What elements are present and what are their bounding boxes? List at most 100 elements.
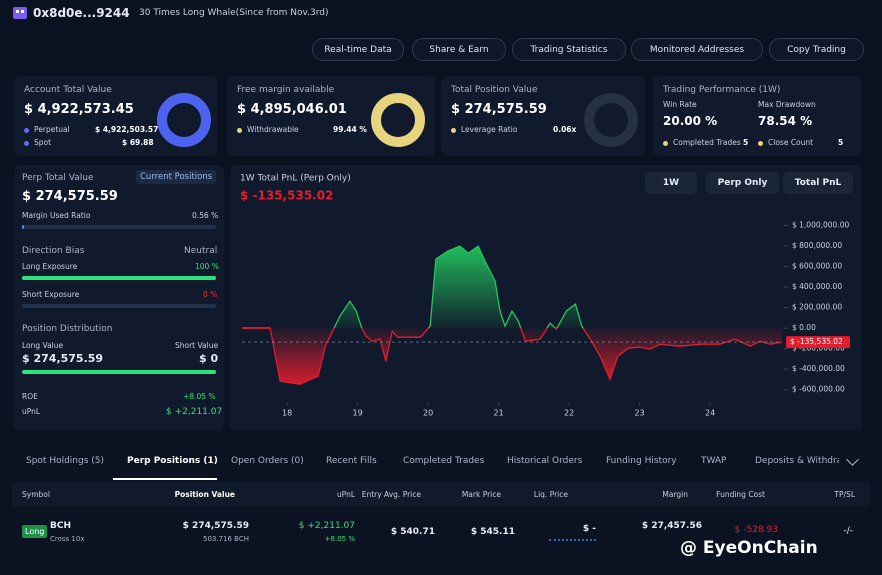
panel-title: Perp Total Value [22,173,94,183]
legend-dot [451,127,456,133]
column-header[interactable]: TP/SL [834,490,855,499]
card-title: Free margin available [237,85,335,95]
tab[interactable]: Perp Positions (1) [127,456,218,466]
pnl-chart: 1W Total PnL (Perp Only) $ -135,535.02 $… [240,174,850,418]
x-tick-label: 22 [564,409,574,418]
nav-button[interactable]: Share & Earn [412,38,506,61]
tab[interactable]: Recent Fills [326,456,377,466]
tab[interactable]: Funding History [606,456,677,466]
label: Direction Bias [22,246,85,256]
value: +8.05 % [183,392,216,401]
side-badge: Long [22,525,48,538]
stat-label: Completed Trades [673,138,741,147]
whale-tag: 30 Times Long Whale(Since from Nov.3rd) [139,8,329,18]
legend-dot [24,140,29,146]
card-title: Trading Performance (1W) [663,85,781,95]
progress-bar [22,370,216,374]
y-tick-label: $ 400,000.00 [792,282,842,291]
label: Short Value [175,341,219,350]
donut [371,93,425,147]
chart-control[interactable]: 1W [645,172,697,194]
nav-button[interactable]: Monitored Addresses [631,38,763,61]
stat-label: Max Drawdown [758,100,816,109]
stat-value: 5 [838,138,844,147]
label: Margin Used Ratio [22,211,91,220]
row-value: 99.44 % [333,125,367,134]
y-tick-label: $ 0.00 [792,323,816,332]
tab[interactable]: TWAP [701,456,727,466]
y-tick-label: $ -200,000.00 [792,344,845,353]
column-header[interactable]: Funding Cost [716,490,765,499]
column-header[interactable]: uPnL [336,490,355,499]
row-label: Perpetual [34,125,70,134]
label: Long Value [22,341,64,350]
row-label: Spot [34,138,52,147]
row-value: 0.06x [553,125,577,134]
tab[interactable]: Historical Orders [507,456,583,466]
chart-title: 1W Total PnL (Perp Only) [240,174,351,184]
perp-panel [14,165,224,431]
row-label: Leverage Ratio [461,125,518,134]
value: 100 % [195,262,219,271]
symbol[interactable]: BCH [50,521,71,531]
label: uPnL [22,407,41,416]
card-value: $ 4,895,046.01 [237,102,347,117]
tab[interactable]: Open Orders (0) [231,456,304,466]
tab[interactable]: Completed Trades [403,456,485,466]
column-header[interactable]: Margin [662,490,688,499]
progress-fill [22,276,216,280]
current-value-marker [786,336,850,349]
cell-tpsl: -/- [843,526,853,536]
cell-upnl: $ +2,211.07 [298,521,355,531]
column-header[interactable]: Mark Price [461,490,501,499]
progress-fill [22,225,24,229]
card-title: Account Total Value [24,85,112,95]
chart-control[interactable]: Total PnL [783,172,853,194]
nav-button[interactable]: Real-time Data [312,38,404,61]
pnl-line [242,245,783,385]
row-label: Withdrawable [247,125,299,134]
donut [584,93,638,147]
column-header[interactable]: Liq. Price [533,490,568,499]
legend-dot [663,140,668,146]
value: Neutral [184,246,218,256]
current-positions-button[interactable]: Current Positions [136,170,217,184]
cell-entry: $ 540.71 [390,527,435,537]
legend-dot [758,140,763,146]
progress-bar [22,304,216,308]
chart-control[interactable]: Perp Only [706,172,779,194]
tab[interactable]: Deposits & Withdraw [755,456,839,466]
x-tick-label: 18 [282,409,292,418]
nav-button[interactable]: Copy Trading [769,38,864,61]
y-tick-label: $ -600,000.00 [792,385,845,394]
card [653,76,862,156]
address[interactable]: 0x8d0e...9244 [33,6,130,20]
current-value-label: $ -135,535.02 [790,337,843,346]
label: Long Exposure [22,262,78,271]
label: ROE [22,392,38,401]
stat-label: Win Rate [663,100,697,109]
cell-liq: $ - [582,524,596,534]
table-header [12,482,870,506]
x-tick-label: 19 [353,409,363,418]
row-value: $ 4,922,503.57 [95,125,159,134]
value: $ 0 [199,352,219,365]
tab-underline [113,478,217,480]
card-value: $ 4,922,573.45 [24,102,134,117]
positions-section [0,440,882,575]
column-header[interactable]: Position Value [174,490,235,499]
cell-upnl-pct: +8.05 % [324,535,355,543]
nav-button[interactable]: Trading Statistics [512,38,626,61]
y-tick-label: $ 600,000.00 [792,262,842,271]
watermark: @ EyeOnChain [680,538,818,558]
y-tick-label: $ -400,000.00 [792,364,845,373]
row-value: $ 69.88 [122,138,154,147]
tab[interactable]: Spot Holdings (5) [26,456,105,466]
y-tick-label: $ 800,000.00 [792,241,842,250]
progress-bar [22,225,216,229]
column-header[interactable]: Entry Avg. Price [361,490,421,499]
current-pnl: $ -135,535.02 [240,189,333,203]
margin-mode: Cross 10x [50,535,85,543]
column-header[interactable]: Symbol [22,490,50,499]
